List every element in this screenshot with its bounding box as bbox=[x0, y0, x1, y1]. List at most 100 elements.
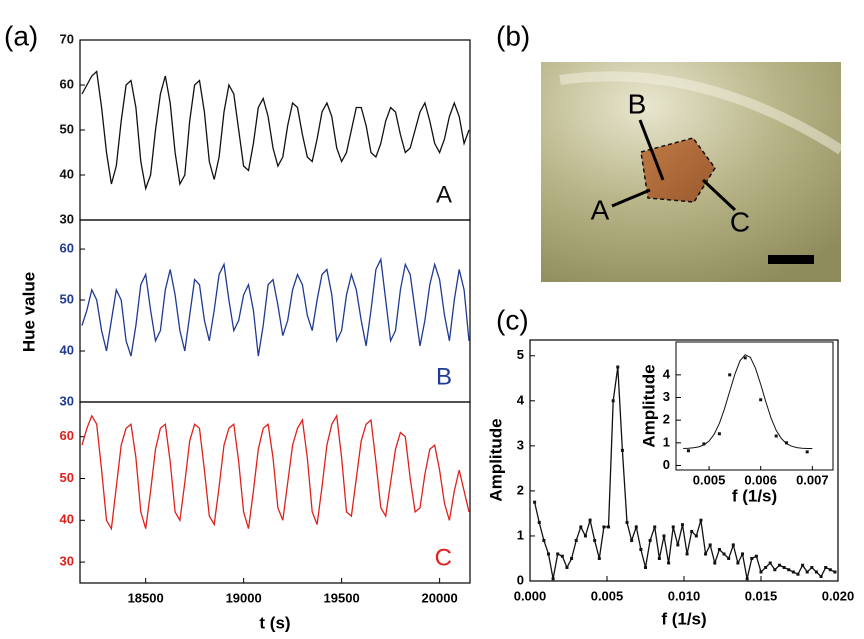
y-tick-label: 4 bbox=[517, 392, 525, 407]
data-point bbox=[685, 552, 689, 556]
panel-frame bbox=[79, 219, 471, 403]
data-point bbox=[774, 434, 778, 438]
y-tick-label: 70 bbox=[60, 31, 74, 46]
y-tick-label: 40 bbox=[60, 342, 74, 357]
data-point bbox=[644, 565, 647, 569]
x-tick-label: 0.006 bbox=[744, 472, 777, 487]
y-axis-label: Amplitude bbox=[639, 364, 658, 447]
data-point bbox=[717, 547, 721, 551]
y-tick-label: 30 bbox=[60, 211, 74, 226]
data-point bbox=[745, 577, 749, 581]
x-tick-label: 0.005 bbox=[591, 588, 624, 603]
data-point bbox=[743, 356, 747, 360]
x-axis-label: f (1/s) bbox=[661, 609, 706, 628]
data-point bbox=[579, 525, 583, 529]
data-point bbox=[597, 556, 601, 560]
x-tick-label: 0.020 bbox=[822, 588, 855, 603]
data-point bbox=[607, 525, 611, 529]
series-name: B bbox=[436, 363, 452, 390]
data-point bbox=[537, 520, 541, 524]
data-point bbox=[702, 442, 706, 446]
data-point bbox=[588, 518, 592, 522]
data-point bbox=[574, 538, 578, 542]
y-tick-label: 4 bbox=[663, 366, 671, 381]
data-point bbox=[634, 525, 638, 529]
x-tick-label: 0.015 bbox=[745, 588, 778, 603]
y-tick-label: 60 bbox=[60, 240, 74, 255]
y-tick-label: 2 bbox=[663, 412, 670, 427]
y-tick-label: 2 bbox=[517, 482, 524, 497]
data-point bbox=[616, 365, 620, 369]
data-point bbox=[741, 552, 745, 556]
data-point bbox=[777, 563, 781, 567]
x-tick-label: 0.010 bbox=[668, 588, 701, 603]
data-point bbox=[676, 543, 680, 547]
data-point bbox=[814, 570, 818, 574]
y-tick-label: 3 bbox=[517, 437, 524, 452]
data-point bbox=[717, 432, 721, 436]
data-point bbox=[801, 563, 805, 567]
photo: B A C bbox=[541, 62, 844, 282]
x-tick-label: 19500 bbox=[324, 590, 360, 605]
data-point bbox=[713, 561, 717, 565]
data-point bbox=[657, 556, 661, 560]
data-point bbox=[533, 500, 537, 504]
y-tick-label: 30 bbox=[60, 393, 74, 408]
x-tick-label: 0.005 bbox=[693, 472, 726, 487]
data-point bbox=[819, 574, 823, 578]
x-tick-label: 20000 bbox=[422, 590, 458, 605]
data-point bbox=[805, 450, 809, 454]
arrow bbox=[638, 119, 665, 181]
data-point bbox=[593, 538, 597, 542]
photo-label: A bbox=[591, 194, 610, 225]
arrow bbox=[611, 188, 651, 208]
x-axis-label: f (1/s) bbox=[732, 486, 777, 505]
data-point bbox=[570, 556, 574, 560]
data-point bbox=[768, 561, 772, 565]
x-axis-label: t (s) bbox=[259, 613, 290, 632]
data-point bbox=[686, 449, 690, 453]
y-tick-label: 0 bbox=[663, 457, 670, 472]
arrow bbox=[701, 178, 737, 212]
data-point bbox=[708, 543, 712, 547]
y-tick-label: 60 bbox=[60, 76, 74, 91]
data-point bbox=[759, 398, 763, 402]
data-point bbox=[639, 547, 643, 551]
data-point bbox=[785, 441, 789, 445]
data-point bbox=[546, 552, 550, 556]
data-point bbox=[551, 577, 555, 581]
inset-frame bbox=[675, 341, 834, 471]
data-point bbox=[805, 570, 809, 574]
y-tick-label: 30 bbox=[60, 554, 74, 569]
data-point bbox=[754, 554, 758, 558]
photo-label: B bbox=[628, 88, 647, 119]
y-axis-label: Amplitude bbox=[486, 418, 505, 501]
data-point bbox=[728, 373, 732, 377]
series-line bbox=[81, 70, 470, 191]
data-point bbox=[699, 518, 703, 522]
x-tick-label: 18500 bbox=[128, 590, 164, 605]
data-point bbox=[602, 525, 606, 529]
y-axis-label: Hue value bbox=[19, 272, 38, 352]
data-point bbox=[611, 399, 615, 403]
glare bbox=[559, 71, 844, 155]
data-point bbox=[556, 552, 560, 556]
x-tick-label: 0.000 bbox=[514, 588, 547, 603]
panel-frame bbox=[79, 401, 471, 584]
data-point bbox=[690, 529, 694, 533]
data-point bbox=[773, 568, 777, 572]
data-point bbox=[648, 538, 652, 542]
data-point bbox=[791, 570, 795, 574]
y-tick-label: 0 bbox=[517, 572, 524, 587]
panel-label: (a) bbox=[4, 20, 38, 51]
data-point bbox=[694, 534, 698, 538]
data-point bbox=[787, 568, 791, 572]
data-point bbox=[727, 556, 731, 560]
data-point bbox=[630, 538, 634, 542]
x-tick-label: 0.007 bbox=[796, 472, 829, 487]
y-tick-label: 60 bbox=[60, 428, 74, 443]
data-point bbox=[824, 565, 828, 569]
y-tick-label: 1 bbox=[517, 527, 524, 542]
data-point bbox=[653, 525, 657, 529]
data-point bbox=[759, 570, 763, 574]
